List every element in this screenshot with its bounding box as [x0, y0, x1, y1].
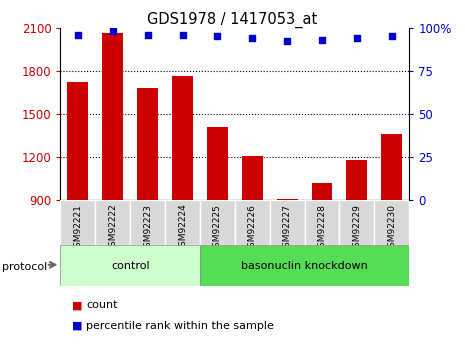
- Point: [283, 39, 291, 44]
- Bar: [130, 200, 165, 245]
- Bar: [60, 200, 95, 245]
- Text: GSM92224: GSM92224: [178, 204, 187, 253]
- Bar: [172, 77, 193, 200]
- Text: GSM92229: GSM92229: [352, 204, 361, 253]
- Text: basonuclin knockdown: basonuclin knockdown: [241, 261, 368, 270]
- Point: [318, 37, 325, 42]
- Point: [248, 35, 256, 41]
- Point: [179, 32, 186, 37]
- Text: count: count: [86, 300, 118, 310]
- Text: GSM92228: GSM92228: [318, 204, 326, 253]
- Bar: [277, 199, 298, 200]
- Point: [74, 32, 82, 37]
- Bar: [137, 88, 158, 200]
- Bar: [312, 183, 332, 200]
- Bar: [305, 200, 339, 245]
- Bar: [200, 245, 409, 286]
- Bar: [207, 127, 228, 200]
- Point: [353, 35, 361, 41]
- Text: GSM92226: GSM92226: [248, 204, 257, 253]
- Bar: [346, 160, 367, 200]
- Bar: [60, 245, 200, 286]
- Text: GSM92223: GSM92223: [143, 204, 152, 253]
- Text: percentile rank within the sample: percentile rank within the sample: [86, 321, 274, 331]
- Text: GSM92225: GSM92225: [213, 204, 222, 253]
- Text: ■: ■: [72, 321, 83, 331]
- Text: GDS1978 / 1417053_at: GDS1978 / 1417053_at: [147, 12, 318, 28]
- Bar: [339, 200, 374, 245]
- Bar: [95, 200, 130, 245]
- Point: [388, 33, 395, 39]
- Text: ■: ■: [72, 300, 83, 310]
- Bar: [374, 200, 409, 245]
- Bar: [102, 33, 123, 200]
- Point: [144, 32, 152, 37]
- Text: GSM92227: GSM92227: [283, 204, 292, 253]
- Text: GSM92230: GSM92230: [387, 204, 396, 253]
- Bar: [235, 200, 270, 245]
- Bar: [270, 200, 305, 245]
- Bar: [381, 134, 402, 200]
- Bar: [242, 156, 263, 200]
- Text: protocol: protocol: [2, 263, 47, 272]
- Bar: [200, 200, 235, 245]
- Bar: [67, 82, 88, 200]
- Text: GSM92222: GSM92222: [108, 204, 117, 253]
- Bar: [165, 200, 200, 245]
- Text: GSM92221: GSM92221: [73, 204, 82, 253]
- Point: [109, 28, 116, 34]
- Point: [214, 33, 221, 39]
- Text: control: control: [111, 261, 150, 270]
